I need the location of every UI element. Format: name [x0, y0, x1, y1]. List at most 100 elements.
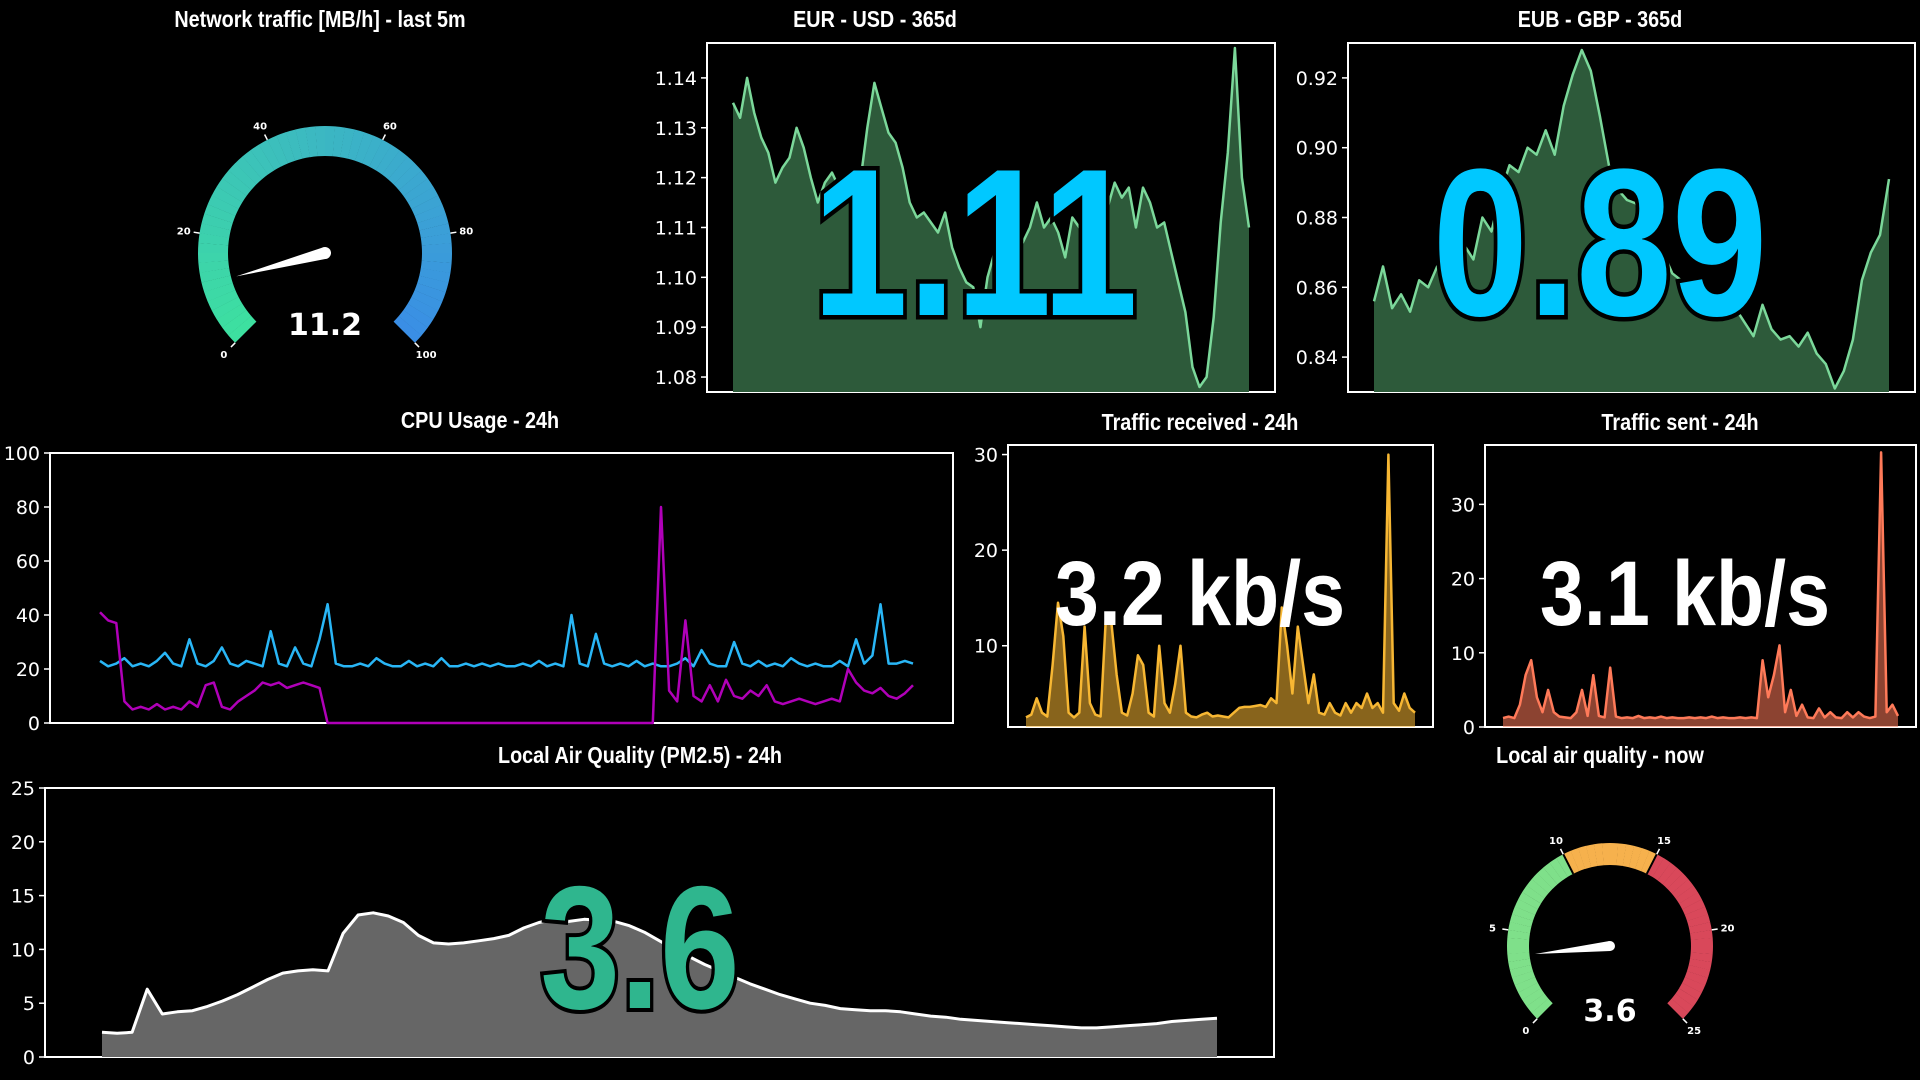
gauge-arc-segment [1657, 862, 1678, 885]
gauge-tick [263, 134, 269, 141]
sent-value-overlay: 3.1 kb/s [1540, 542, 1830, 640]
received-value-overlay: 3.2 kb/s [1055, 542, 1345, 640]
gauge-arc-segment [1634, 848, 1650, 872]
network-gauge-title: Network traffic [MB/h] - last 5m [174, 6, 466, 32]
traffic-sent-chart: 0 10 20 30 [1451, 444, 1917, 735]
y-tick-label: 20 [16, 659, 40, 681]
y-tick-label: 20 [11, 832, 35, 854]
gauge-arc-segment [204, 282, 236, 302]
air-quality-chart: 0 5 10 15 20 25 [11, 778, 1275, 1069]
sent-value: 3.1 kb/s [1540, 542, 1830, 640]
gauge-arc-segment [420, 260, 452, 274]
gauge-tick-label: 0 [220, 350, 227, 361]
gauge-arc-segment [1511, 970, 1536, 986]
y-tick-label: 1.14 [655, 68, 697, 90]
eur-usd-chart: 1.08 1.09 1.10 1.11 1.12 1.13 1.14 [655, 42, 1276, 393]
gauge-arc-segment [340, 127, 355, 159]
eur-gbp-chart: 0.84 0.86 0.88 0.90 0.92 [1296, 42, 1916, 393]
series-area [1374, 50, 1889, 392]
gauge-arc-segment [201, 275, 233, 293]
gauge-arc-segment [207, 195, 239, 217]
air-quality-title: Local Air Quality (PM2.5) - 24h [498, 742, 782, 768]
gauge-arc-segment [1646, 854, 1664, 878]
gauge-arc-segment [1688, 921, 1712, 934]
gauge-needle [1534, 941, 1611, 955]
gauge-arc-segment [398, 170, 428, 197]
gauge-arc-segment [211, 186, 243, 210]
gauge-arc-segment [1507, 952, 1531, 963]
gauge-arc-segment [201, 213, 233, 231]
gauge-tick [1532, 1018, 1538, 1024]
gauge-arc-segment [354, 132, 374, 164]
gauge-tick [1502, 928, 1509, 931]
y-tick-label: 10 [974, 636, 998, 658]
eur-usd-title: EUR - USD - 365d [793, 6, 957, 32]
gauge-arc-segment [407, 296, 439, 320]
gauge-arc-segment [393, 163, 422, 191]
series-area [102, 912, 1217, 1057]
gauge-arc-segment [387, 156, 415, 185]
gauge-tick [230, 342, 236, 348]
eur-usd-value: 1.11 [812, 125, 1138, 340]
gauge-tick-label: 40 [253, 122, 267, 133]
gauge-arc-segment [228, 315, 257, 343]
gauge-tick-label: 5 [1489, 923, 1496, 934]
gauge-arc-segment [411, 195, 443, 217]
y-tick-label: 25 [11, 778, 35, 800]
gauge-arc-segment [1585, 844, 1598, 868]
gauge-arc-segment [222, 170, 252, 197]
gauge-arc-segment [361, 135, 383, 167]
gauge-arc-segment [285, 129, 303, 161]
gauge-arc-segment [417, 275, 449, 293]
y-tick-label: 60 [16, 551, 40, 573]
y-tick-label: 1.12 [655, 168, 697, 190]
y-tick-label: 15 [11, 886, 35, 908]
gauge-tick-label: 20 [1721, 923, 1735, 934]
gauge-arc-segment [1687, 914, 1711, 928]
gauge-arc-segment [216, 303, 247, 328]
gauge-needle [236, 247, 327, 277]
network-traffic-gauge: 0 20 40 60 80 100 11.2 [177, 122, 473, 362]
gauge-arc-segment [1671, 993, 1694, 1014]
gauge-tick [1656, 848, 1661, 855]
gauge-arc-segment [1570, 847, 1586, 872]
gauge-arc-segment [267, 135, 289, 167]
air-quality-value-overlay: 3.6 [537, 846, 744, 1020]
eur-gbp-value-overlay: 0.89 [1428, 121, 1771, 340]
gauge-arc-segment [347, 129, 365, 161]
gauge-arc-segment [258, 139, 282, 171]
air-gauge-title: Local air quality - now [1496, 742, 1704, 768]
gauge-arc-segment [332, 126, 346, 158]
y-tick-label: 30 [974, 445, 998, 467]
air-quality-gauge: 0 5 10 15 20 25 3.6 [1489, 836, 1735, 1037]
y-tick-label: 30 [1451, 494, 1475, 516]
y-tick-label: 20 [974, 540, 998, 562]
gauge-arc-segment [1543, 862, 1563, 885]
gauge-arc-segment [414, 204, 446, 224]
gauge-arc-segment [1514, 899, 1538, 916]
gauge-arc-segment [1689, 929, 1713, 940]
y-tick-label: 0.84 [1296, 347, 1338, 369]
gauge-arc-segment [1563, 850, 1580, 874]
gauge-arc-segment [204, 204, 236, 224]
gauge-arc-segment [1675, 988, 1698, 1007]
series-line [731, 46, 1251, 389]
gauge-arc-segment [1578, 845, 1592, 869]
gauge-arc-segment [1593, 843, 1604, 867]
series-line [101, 911, 1218, 1035]
gauge-arc-segment [1667, 873, 1689, 894]
gauge-arc-segment [216, 178, 247, 203]
gauge-arc-segment [398, 309, 428, 336]
y-tick-label: 0.90 [1296, 138, 1338, 160]
y-tick-label: 0.86 [1296, 277, 1338, 299]
gauge-arc-segment [207, 289, 239, 311]
gauge-arc-segment [1531, 873, 1553, 894]
gauge-arc-segment [1549, 858, 1568, 881]
series-area [1026, 454, 1415, 727]
eur-gbp-title: EUB - GBP - 365d [1517, 6, 1683, 32]
gauge-arc-segment [1684, 970, 1708, 986]
y-tick-label: 20 [1451, 569, 1475, 591]
gauge-arc-segment [411, 289, 443, 311]
gauge-tick-label: 80 [459, 227, 473, 238]
gauge-arc-segment [276, 132, 296, 164]
